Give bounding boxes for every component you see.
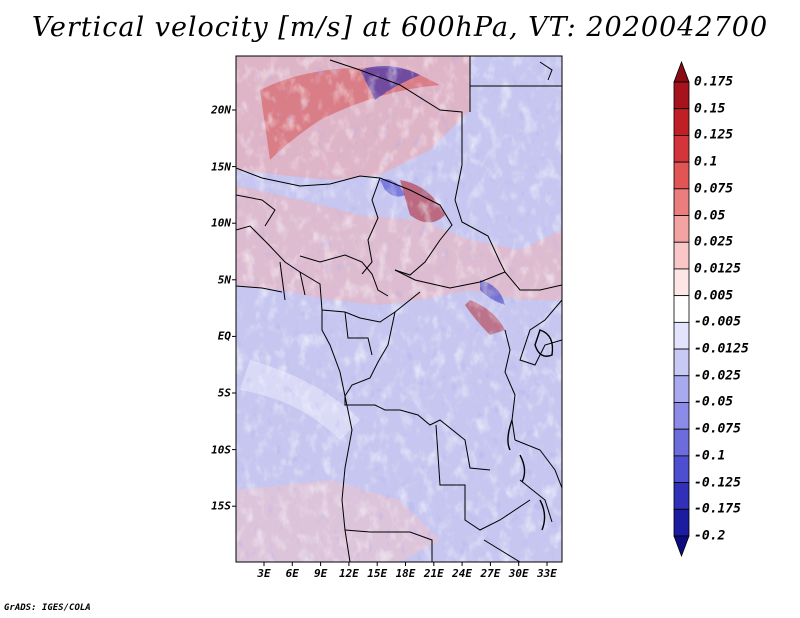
border-zimbabwe [483,539,521,562]
lat-label: 15S [211,499,231,513]
colorbar-label: 0.075 [694,181,734,197]
colorbar-label: -0.025 [694,368,741,384]
border-sahel-west [236,167,381,187]
chart-title: Vertical velocity [m/s] at 600hPa, VT: 2… [31,12,769,43]
border-south-sudan [504,271,562,291]
lat-label: EQ [217,329,231,343]
border-libya-niger [329,59,463,165]
coastline-red-sea [539,61,553,81]
colorbar-cell [673,60,690,83]
colorbar-label: 0.025 [694,234,734,250]
lon-label: 30E [508,567,529,580]
colorbar-label: -0.075 [694,421,741,437]
colorbar-cell [673,161,690,190]
lat-label: 15N [211,160,231,174]
colorbar-cell [673,428,690,457]
colorbar-label: 0.05 [694,208,726,224]
border-drc-angola [344,396,491,471]
border-kenya-uganda [519,299,562,366]
border-cameroon-north [299,254,389,297]
colorbar-cell [673,295,690,323]
footer-credit: GrADS: IGES/COLA [4,603,91,613]
border-namibia [344,529,433,562]
lake-victoria [534,329,554,357]
lat-label: 10N [211,216,231,230]
colorbar-cell [673,482,690,510]
colorbar-cell [673,402,690,430]
colorbar-cell [673,215,690,243]
border-drc-east [504,329,516,441]
border-benin [299,271,306,296]
border-zambia [435,424,531,531]
border-nigeria-chad [361,177,381,275]
colorbar-cell [673,241,690,270]
border-guinea [236,194,276,227]
colorbar-label: 0.15 [694,101,726,117]
lat-label: 10S [211,443,231,457]
coastline-gulf-of-guinea [236,285,283,293]
colorbar-label: -0.125 [694,475,741,491]
border-gabon [344,311,373,356]
border-congo-drc [344,311,396,397]
colorbar-label: 0.1 [694,154,718,170]
colorbar-label: -0.2 [694,528,726,544]
colorbar-cell [673,508,690,537]
lon-label: 6E [285,567,299,580]
colorbar-label: -0.0125 [694,341,749,357]
colorbar-cell [673,348,690,377]
colorbar-label: -0.175 [694,501,741,517]
lon-label: 15E [367,567,388,580]
border-sudan-west [454,164,506,273]
colorbar-cell [673,81,690,110]
lake-mweru [519,454,526,483]
field-layer [236,56,562,562]
border-ghana-togo [279,261,286,301]
colorbar-cell [673,268,690,297]
lon-label: 18E [395,567,416,580]
colorbar-label: 0.005 [694,288,734,304]
colorbar-label: -0.005 [694,314,741,330]
map-frame [235,55,563,563]
colorbar-cell [673,535,690,558]
colorbar-cell [673,108,690,136]
lon-label: 21E [423,567,444,580]
lon-label: 24E [452,567,473,580]
lat-label: 20N [211,103,231,117]
border-chad-car [379,177,453,276]
lat-label: 5S [217,386,231,400]
country-borders [236,56,562,562]
lat-label: 5N [217,273,231,287]
colorbar-cell [673,321,690,350]
colorbar-label: 0.0125 [694,261,741,277]
colorbar-label: -0.05 [694,394,734,410]
border-malawi [519,479,553,523]
colorbar-cell [673,375,690,403]
lake-malawi [539,499,546,531]
lon-label: 27E [480,567,501,580]
border-car-south [394,269,506,289]
axis-ticks [232,109,548,566]
lon-label: 3E [257,567,271,580]
lon-label: 12E [338,567,359,580]
lon-label: 33E [537,567,557,580]
colorbar-label: 0.125 [694,127,734,143]
coastline-west [236,225,353,562]
colorbar-cell [673,188,690,216]
lon-label: 9E [313,567,328,580]
border-tanzania [514,439,562,489]
colorbar-cells [673,60,690,558]
colorbar-cell [673,135,690,163]
colorbar-cell [673,455,690,483]
colorbar-label: -0.1 [694,448,726,464]
colorbar-label: 0.175 [694,74,734,90]
lake-tanganyika [507,419,513,451]
